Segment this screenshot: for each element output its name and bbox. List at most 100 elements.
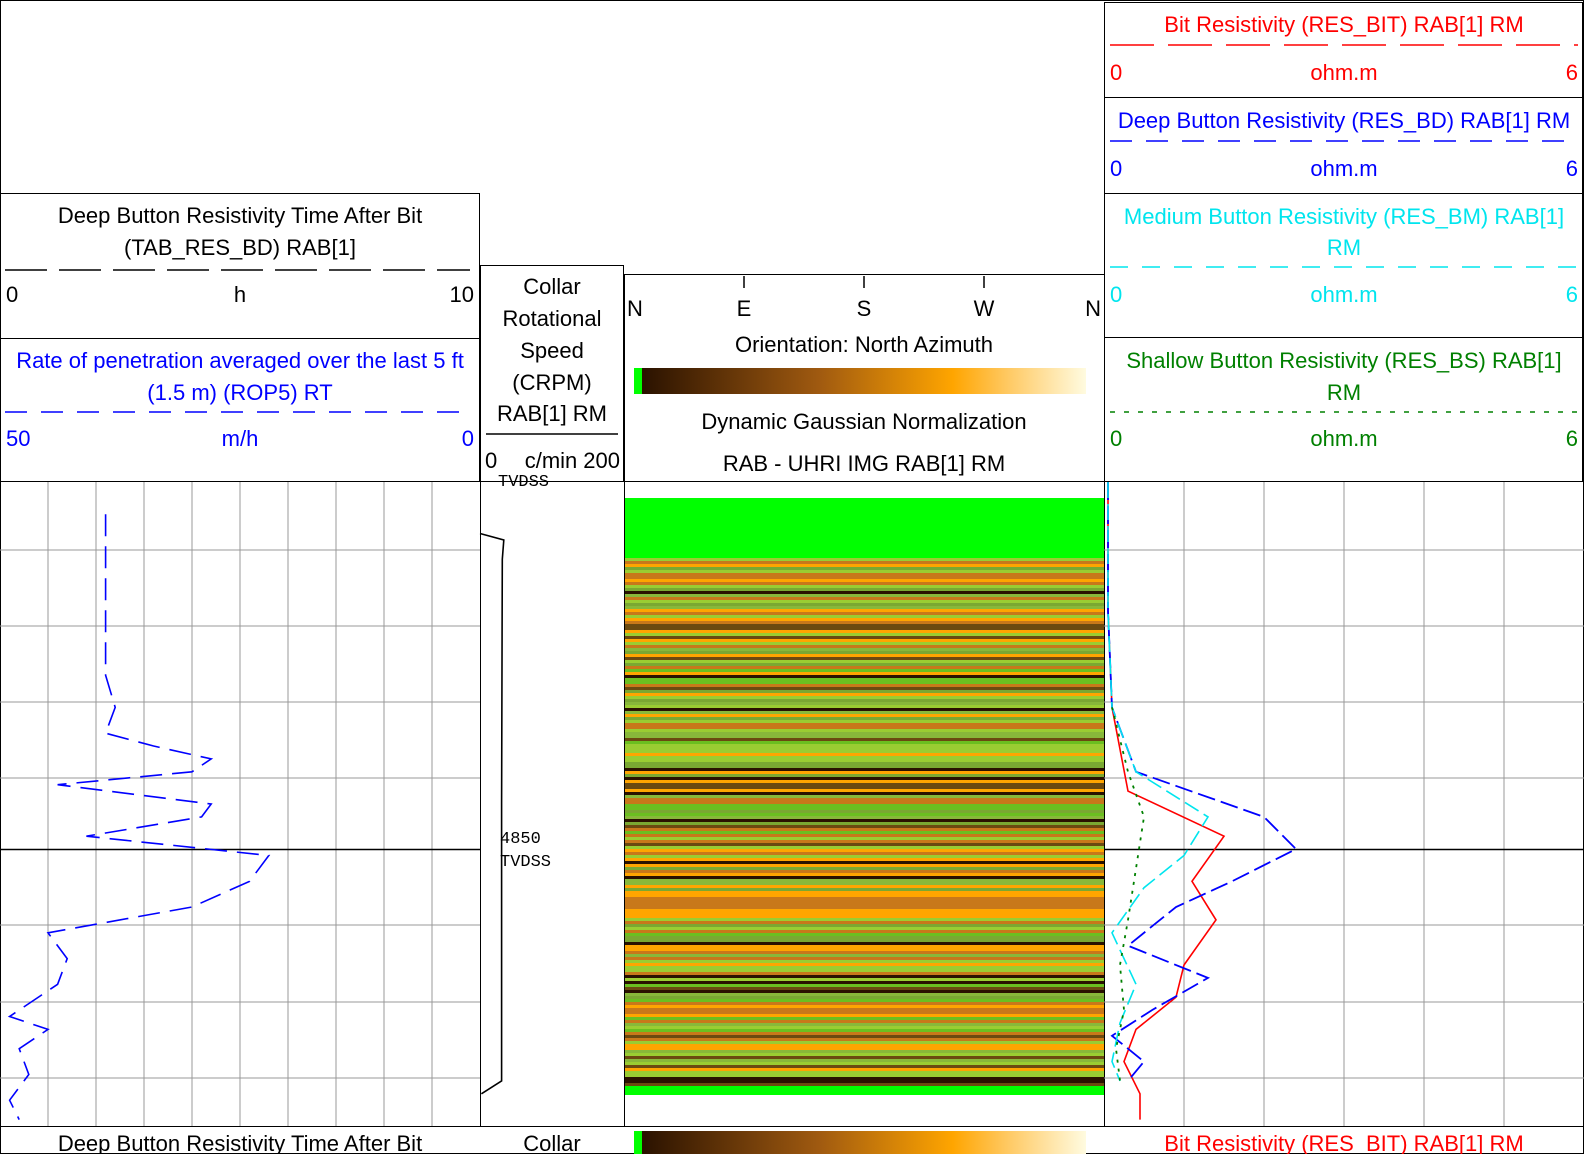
res-bd-max: 6: [1566, 156, 1578, 181]
res-bs-title-1: Shallow Button Resistivity (RES_BS) RAB[…: [1126, 348, 1561, 373]
image-row: [625, 630, 1104, 633]
image-row: [625, 762, 1104, 765]
crpm-title-1: Collar: [523, 274, 580, 299]
image-row: [625, 876, 1104, 879]
rop5-title-1: Rate of penetration averaged over the la…: [16, 348, 464, 373]
image-row: [625, 801, 1104, 804]
image-row: [625, 732, 1104, 735]
image-row: [625, 768, 1104, 771]
res-bs-max: 6: [1566, 426, 1578, 451]
res-bm-title-1: Medium Button Resistivity (RES_BM) RAB[1…: [1124, 204, 1564, 229]
image-row: [625, 738, 1104, 741]
image-row: [625, 765, 1104, 768]
image-row: [625, 984, 1104, 987]
image-row: [625, 714, 1104, 717]
image-row: [625, 972, 1104, 975]
image-row: [625, 660, 1104, 663]
image-row: [625, 834, 1104, 837]
image-null-zone: [625, 1086, 1104, 1095]
res-bit-min: 0: [1110, 60, 1122, 85]
image-row: [625, 1080, 1104, 1083]
image-row: [625, 999, 1104, 1002]
image-row: [625, 978, 1104, 981]
image-row: [625, 561, 1104, 564]
image-row: [625, 990, 1104, 993]
orientation-e: E: [737, 296, 752, 321]
image-row: [625, 693, 1104, 696]
res-bm-max: 6: [1566, 282, 1578, 307]
image-row: [625, 675, 1104, 678]
res-bs-min: 0: [1110, 426, 1122, 451]
left-track-grid: [0, 482, 480, 1126]
image-row: [625, 690, 1104, 693]
image-row: [625, 813, 1104, 816]
image-row: [625, 903, 1104, 906]
res-bs-title-2: RM: [1327, 380, 1361, 405]
image-row: [625, 1071, 1104, 1074]
res-bit-max: 6: [1566, 60, 1578, 85]
footer-colorbar: [642, 1131, 1086, 1154]
res-bm-unit: ohm.m: [1310, 282, 1377, 307]
image-row: [625, 588, 1104, 591]
image-row: [625, 885, 1104, 888]
tab-res-bd-unit: h: [234, 282, 246, 307]
depth-label-4850: 4850: [500, 830, 541, 849]
image-row: [625, 783, 1104, 786]
colorbar: [642, 368, 1086, 394]
image-row: [625, 855, 1104, 858]
orientation-n-left: N: [627, 296, 643, 321]
image-row: [625, 1065, 1104, 1068]
image-row: [625, 636, 1104, 639]
image-row: [625, 726, 1104, 729]
colorbar-null: [634, 368, 642, 394]
res-bit-curve: [1107, 482, 1226, 1120]
res-bit-title: Bit Resistivity (RES_BIT) RAB[1] RM: [1164, 12, 1523, 37]
image-name-label: RAB - UHRI IMG RAB[1] RM: [723, 451, 1005, 476]
image-row: [625, 852, 1104, 855]
image-row: [625, 591, 1104, 594]
image-row: [625, 960, 1104, 963]
image-row: [625, 945, 1104, 948]
image-row: [625, 909, 1104, 912]
image-row: [625, 996, 1104, 999]
footer-left-title: Deep Button Resistivity Time After Bit: [58, 1131, 422, 1154]
image-row: [625, 894, 1104, 897]
image-row: [625, 678, 1104, 681]
image-row: [625, 579, 1104, 582]
image-row: [625, 681, 1104, 684]
image-row: [625, 645, 1104, 648]
image-row: [625, 816, 1104, 819]
image-row: [625, 777, 1104, 780]
footer-crpm-title: Collar: [523, 1131, 580, 1154]
image-row: [625, 612, 1104, 615]
image-row: [625, 684, 1104, 687]
image-row: [625, 804, 1104, 807]
image-row: [625, 969, 1104, 972]
image-row: [625, 666, 1104, 669]
image-row: [625, 951, 1104, 954]
image-row: [625, 786, 1104, 789]
image-row: [625, 918, 1104, 921]
image-row: [625, 633, 1104, 636]
image-row: [625, 708, 1104, 711]
image-row: [625, 1077, 1104, 1080]
normalization-label: Dynamic Gaussian Normalization: [701, 409, 1026, 434]
image-row: [625, 933, 1104, 936]
image-row: [625, 747, 1104, 750]
image-row: [625, 1047, 1104, 1050]
footer-colorbar-null: [634, 1131, 642, 1154]
image-row: [625, 774, 1104, 777]
depth-unit-4850: TVDSS: [500, 853, 551, 872]
image-row: [625, 759, 1104, 762]
image-row: [625, 618, 1104, 621]
image-row: [625, 915, 1104, 918]
image-row: [625, 603, 1104, 606]
image-row: [625, 948, 1104, 951]
image-row: [625, 966, 1104, 969]
image-row: [625, 720, 1104, 723]
image-row: [625, 1026, 1104, 1029]
image-row: [625, 1068, 1104, 1071]
log-body: TVDSS 4850 TVDSS: [0, 473, 1584, 1127]
image-row: [625, 672, 1104, 675]
image-row: [625, 927, 1104, 930]
